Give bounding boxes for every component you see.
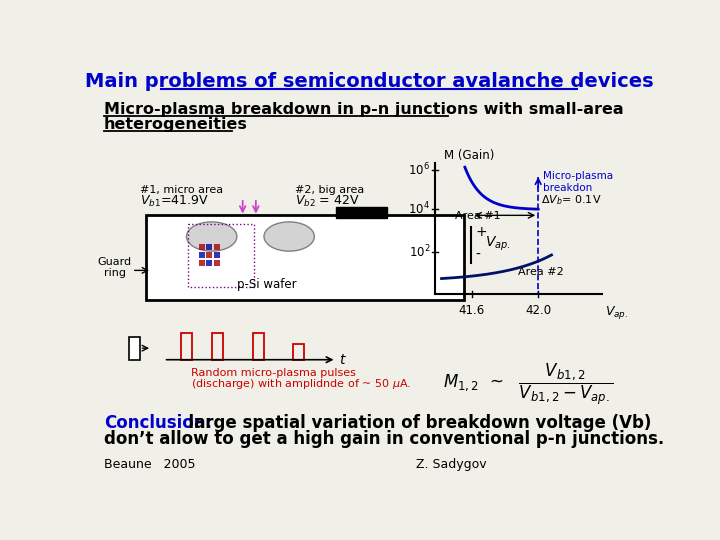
Text: Micro-plasma
breakdon: Micro-plasma breakdon: [543, 171, 613, 193]
Text: t: t: [340, 353, 345, 367]
Text: $10^2$: $10^2$: [409, 244, 431, 261]
Bar: [181, 333, 192, 360]
Text: $\Delta V_b$= 0.1V: $\Delta V_b$= 0.1V: [541, 193, 602, 207]
Text: $V_{ap.}$: $V_{ap.}$: [485, 235, 511, 253]
Bar: [206, 260, 212, 266]
Text: M (Gain): M (Gain): [444, 149, 495, 162]
Bar: [214, 244, 220, 251]
Text: large spatial variation of breakdown voltage (Vb): large spatial variation of breakdown vol…: [177, 414, 651, 431]
Text: Micro-plasma breakdown in p-n junctions with small-area: Micro-plasma breakdown in p-n junctions …: [104, 102, 624, 117]
Text: Random micro-plasma pulses: Random micro-plasma pulses: [191, 368, 356, 378]
Text: +: +: [475, 225, 487, 239]
Bar: [212, 333, 223, 360]
Text: Main problems of semiconductor avalanche devices: Main problems of semiconductor avalanche…: [85, 72, 653, 91]
Bar: [214, 260, 220, 266]
Text: $V_{b2}$ = 42V: $V_{b2}$ = 42V: [295, 193, 360, 208]
Text: 42.0: 42.0: [525, 304, 552, 318]
Bar: [199, 252, 204, 258]
Text: don’t allow to get a high gain in conventional p-n junctions.: don’t allow to get a high gain in conven…: [104, 430, 665, 448]
Text: #2, big area: #2, big area: [295, 185, 364, 195]
Bar: [336, 207, 387, 218]
Ellipse shape: [264, 222, 315, 251]
Text: Beaune   2005: Beaune 2005: [104, 458, 195, 471]
Text: Z. Sadygov: Z. Sadygov: [415, 458, 486, 471]
Text: $10^6$: $10^6$: [408, 161, 431, 178]
Text: Area #2: Area #2: [518, 267, 564, 277]
Bar: [253, 333, 264, 360]
Bar: [189, 224, 254, 287]
Text: Area #1: Area #1: [455, 211, 500, 221]
Bar: [293, 345, 304, 360]
Bar: [206, 252, 212, 258]
Text: 41.6: 41.6: [459, 304, 485, 318]
Text: -: -: [475, 248, 480, 262]
Text: (discharge) with amplidnde of ~ 50 $\mu$A.: (discharge) with amplidnde of ~ 50 $\mu$…: [191, 376, 411, 390]
Bar: [199, 244, 204, 251]
Bar: [129, 336, 140, 360]
Text: $M_{1,2}$  ~   $\dfrac{V_{b1,2}}{V_{b1,2} - V_{ap.}}$: $M_{1,2}$ ~ $\dfrac{V_{b1,2}}{V_{b1,2} -…: [443, 361, 613, 407]
Text: #1, micro area: #1, micro area: [140, 185, 222, 195]
Bar: [214, 252, 220, 258]
Text: p-Si wafer: p-Si wafer: [237, 278, 297, 291]
Bar: [199, 260, 204, 266]
Text: heterogeneities: heterogeneities: [104, 117, 248, 132]
Text: $10^4$: $10^4$: [408, 201, 431, 218]
Text: $V_{ap.}$: $V_{ap.}$: [606, 303, 629, 321]
Text: Guard
ring: Guard ring: [98, 256, 132, 278]
Bar: [206, 244, 212, 251]
Text: $V_{b1}$=41.9V: $V_{b1}$=41.9V: [140, 193, 208, 208]
Ellipse shape: [186, 222, 237, 251]
Bar: [145, 215, 464, 300]
Text: Conclusion:: Conclusion:: [104, 414, 212, 431]
